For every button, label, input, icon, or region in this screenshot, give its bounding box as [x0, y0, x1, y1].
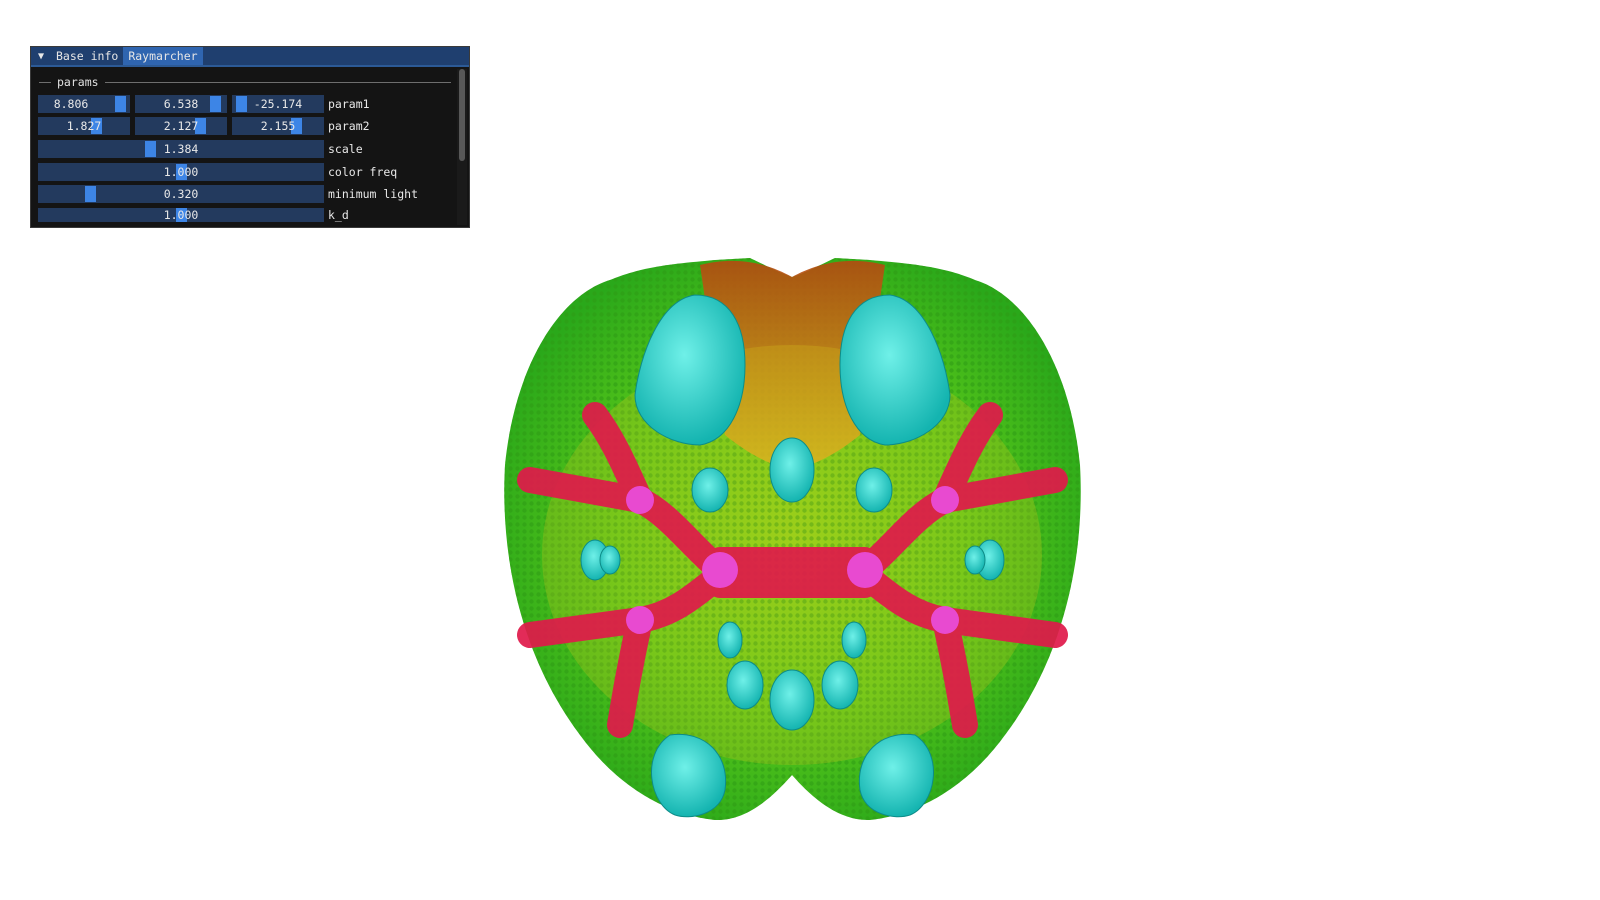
param2-label: param2 — [328, 119, 370, 133]
slider-grab[interactable] — [91, 118, 102, 134]
k-d-slider[interactable]: 1.000 — [38, 208, 324, 222]
param2-row: 1.827 2.127 2.155 param2 — [38, 117, 370, 135]
param2-y-slider[interactable]: 2.127 — [135, 117, 227, 135]
slider-grab[interactable] — [195, 118, 206, 134]
minimum-light-label: minimum light — [328, 187, 419, 201]
slider-value: 2.127 — [163, 119, 199, 133]
slider-grab[interactable] — [145, 141, 156, 157]
section-label: params — [57, 75, 99, 89]
param1-z-slider[interactable]: -25.174 — [232, 95, 324, 113]
slider-value: 1.000 — [163, 165, 199, 179]
slider-value: 1.384 — [163, 142, 199, 156]
separator-line — [104, 81, 451, 83]
param1-x-slider[interactable]: 8.806 — [38, 95, 130, 113]
tab-bar: ▼ Base info Raymarcher — [31, 47, 469, 67]
slider-grab[interactable] — [176, 208, 187, 222]
param1-y-slider[interactable]: 6.538 — [135, 95, 227, 113]
scale-label: scale — [328, 142, 363, 156]
slider-grab[interactable] — [291, 118, 302, 134]
tab-base-info[interactable]: Base info — [56, 49, 119, 63]
param2-x-slider[interactable]: 1.827 — [38, 117, 130, 135]
param1-row: 8.806 6.538 -25.174 param1 — [38, 95, 370, 113]
color-freq-slider[interactable]: 1.000 — [38, 163, 324, 181]
slider-value: 0.320 — [163, 187, 199, 201]
slider-value: 1.000 — [163, 208, 199, 222]
scrollbar-thumb[interactable] — [459, 69, 465, 161]
slider-value: 1.827 — [66, 119, 102, 133]
slider-grab[interactable] — [85, 186, 96, 202]
window-content: params 8.806 6.538 -25.174 param1 1.82 — [31, 67, 469, 227]
triangle-down-icon[interactable]: ▼ — [37, 50, 45, 62]
scale-slider[interactable]: 1.384 — [38, 140, 324, 158]
k-d-label: k_d — [328, 208, 349, 222]
raymarcher-settings-window: ▼ Base info Raymarcher params 8.806 6.53… — [30, 46, 470, 228]
param1-label: param1 — [328, 97, 370, 111]
tab-raymarcher[interactable]: Raymarcher — [123, 47, 203, 65]
slider-grab[interactable] — [236, 96, 247, 112]
slider-value: 6.538 — [163, 97, 199, 111]
slider-grab[interactable] — [210, 96, 221, 112]
k-d-row: 1.000 k_d — [38, 208, 349, 222]
separator-line — [39, 81, 51, 83]
scale-row: 1.384 scale — [38, 140, 363, 158]
slider-value: 8.806 — [53, 97, 89, 111]
minimum-light-slider[interactable]: 0.320 — [38, 185, 324, 203]
minimum-light-row: 0.320 minimum light — [38, 185, 418, 203]
slider-grab[interactable] — [115, 96, 126, 112]
slider-value: -25.174 — [253, 97, 303, 111]
fractal-render — [504, 258, 1081, 821]
color-freq-label: color freq — [328, 165, 398, 179]
slider-value: 2.155 — [260, 119, 296, 133]
vertical-scrollbar[interactable] — [457, 69, 467, 225]
params-section-header[interactable]: params — [39, 75, 451, 89]
slider-grab[interactable] — [176, 164, 187, 180]
param2-z-slider[interactable]: 2.155 — [232, 117, 324, 135]
color-freq-row: 1.000 color freq — [38, 163, 397, 181]
